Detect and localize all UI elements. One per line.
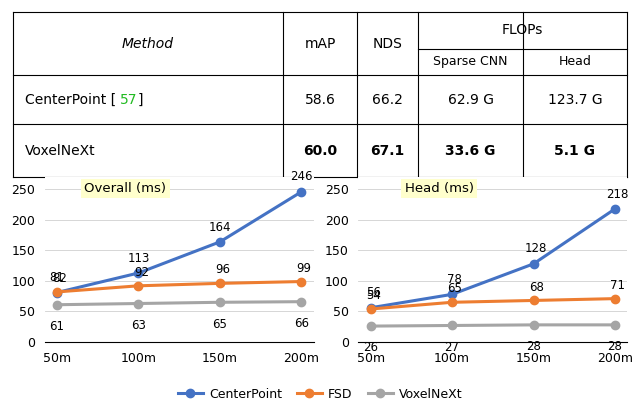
Text: 96: 96: [215, 263, 230, 276]
Text: Sparse CNN: Sparse CNN: [433, 55, 508, 68]
Text: NDS: NDS: [372, 37, 403, 51]
Text: 67.1: 67.1: [371, 144, 404, 158]
Text: Head (ms): Head (ms): [404, 182, 474, 195]
Text: 128: 128: [525, 243, 547, 255]
Text: Overall (ms): Overall (ms): [84, 182, 166, 195]
Text: 164: 164: [209, 220, 231, 234]
Text: 33.6 G: 33.6 G: [445, 144, 496, 158]
Text: 26: 26: [363, 342, 378, 354]
Text: VoxelNeXt: VoxelNeXt: [25, 144, 96, 158]
Text: 218: 218: [607, 187, 629, 201]
Text: FLOPs: FLOPs: [502, 23, 543, 37]
Text: 58.6: 58.6: [305, 93, 335, 107]
Text: 66: 66: [294, 317, 309, 330]
Legend: CenterPoint, FSD, VoxelNeXt: CenterPoint, FSD, VoxelNeXt: [173, 383, 467, 406]
Text: 63: 63: [131, 319, 146, 332]
Text: 65: 65: [212, 318, 227, 330]
Text: 66.2: 66.2: [372, 93, 403, 107]
Text: 82: 82: [52, 272, 67, 285]
Text: 246: 246: [290, 171, 312, 183]
Text: 92: 92: [134, 266, 148, 279]
Text: 27: 27: [445, 341, 460, 354]
Text: Method: Method: [122, 37, 174, 51]
Text: 113: 113: [127, 252, 150, 265]
Text: 81: 81: [49, 271, 65, 284]
Text: 71: 71: [611, 279, 625, 292]
Text: 78: 78: [447, 273, 462, 286]
Text: 57: 57: [120, 93, 138, 107]
Text: ]: ]: [138, 93, 143, 107]
Text: 123.7 G: 123.7 G: [548, 93, 602, 107]
Text: 56: 56: [366, 286, 381, 300]
Text: 65: 65: [447, 282, 462, 295]
Text: 54: 54: [366, 289, 381, 302]
Text: mAP: mAP: [304, 37, 336, 51]
Text: 60.0: 60.0: [303, 144, 337, 158]
Text: 5.1 G: 5.1 G: [554, 144, 595, 158]
Text: 62.9 G: 62.9 G: [447, 93, 493, 107]
Text: 28: 28: [526, 340, 541, 353]
Text: 28: 28: [607, 340, 623, 353]
Text: 68: 68: [529, 281, 544, 293]
Text: 61: 61: [49, 320, 65, 333]
Text: 99: 99: [297, 262, 312, 274]
Text: Head: Head: [559, 55, 591, 68]
Text: CenterPoint [: CenterPoint [: [25, 93, 116, 107]
